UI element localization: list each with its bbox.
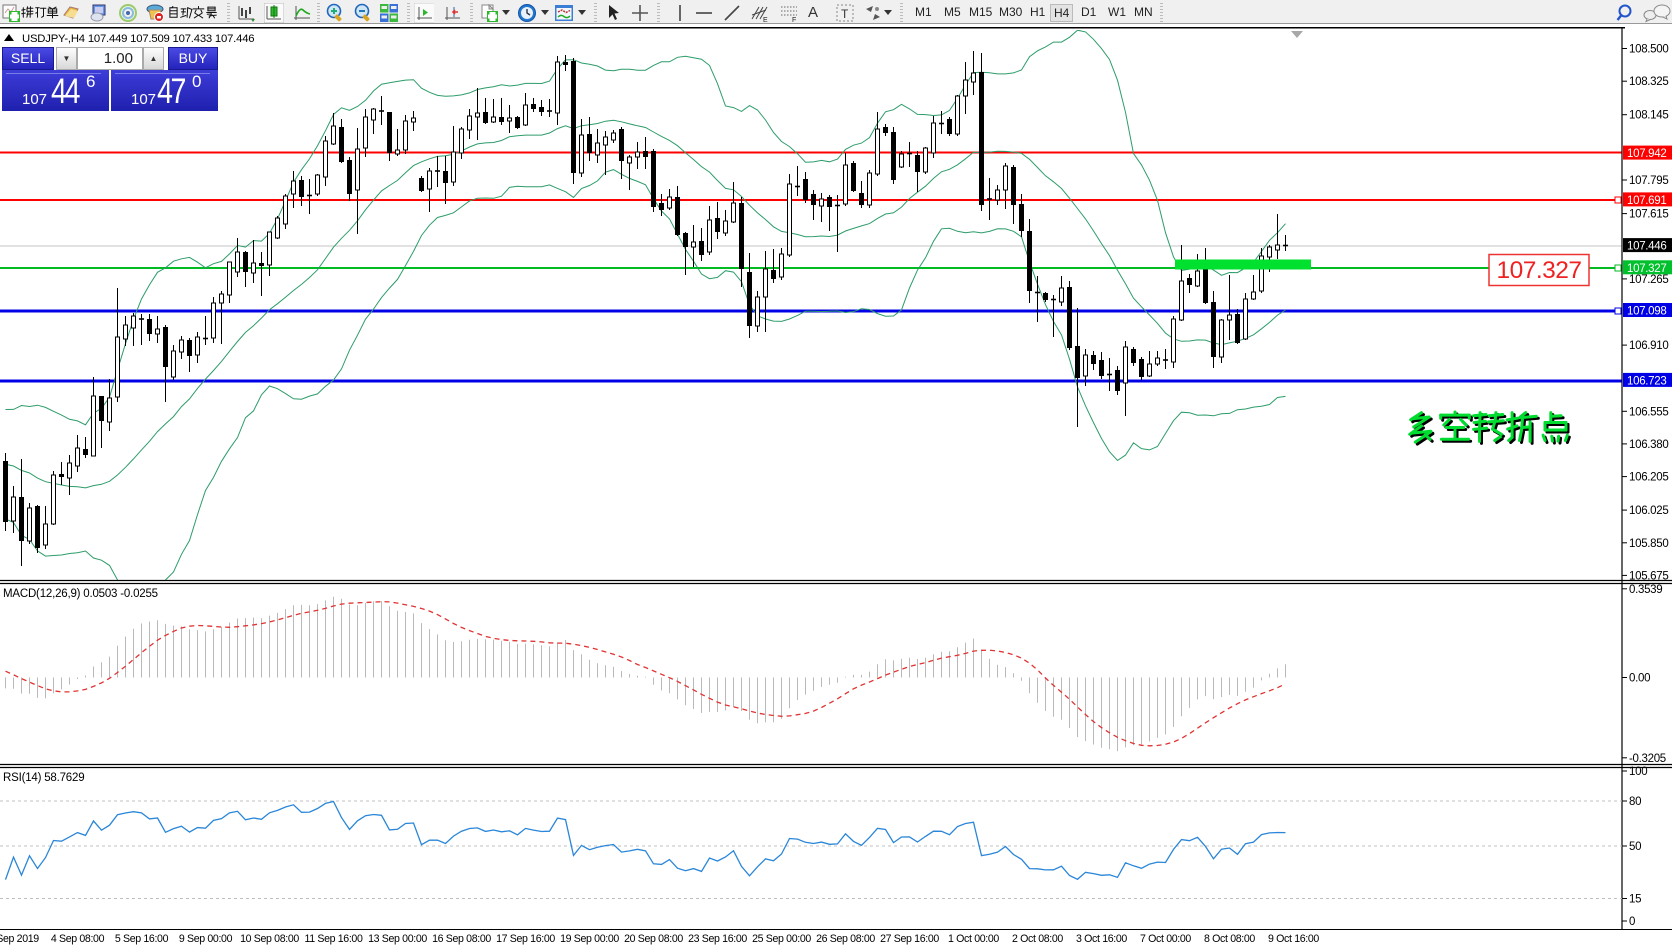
svg-text:15: 15: [1629, 894, 1641, 906]
svg-text:27 Sep 16:00: 27 Sep 16:00: [880, 933, 939, 945]
svg-text:107.098: 107.098: [1627, 306, 1666, 318]
svg-text:107.691: 107.691: [1627, 195, 1666, 207]
svg-text:USDJPY-,H4 107.449 107.509 10: USDJPY-,H4 107.449 107.509 107.433 107.4…: [22, 33, 254, 45]
svg-text:0.00: 0.00: [1629, 673, 1650, 685]
svg-text:108.325: 108.325: [1629, 76, 1668, 88]
svg-text:16 Sep 08:00: 16 Sep 08:00: [432, 933, 491, 945]
svg-text:106.910: 106.910: [1629, 340, 1668, 352]
svg-text:9 Oct 16:00: 9 Oct 16:00: [1268, 933, 1319, 945]
svg-text:26 Sep 08:00: 26 Sep 08:00: [816, 933, 875, 945]
svg-text:3 Sep 2019: 3 Sep 2019: [0, 933, 39, 945]
svg-text:106.205: 106.205: [1629, 472, 1668, 484]
svg-text:106.025: 106.025: [1629, 505, 1668, 517]
svg-text:F: F: [792, 17, 796, 23]
svg-text:100: 100: [1629, 766, 1647, 778]
svg-text:13 Sep 00:00: 13 Sep 00:00: [368, 933, 427, 945]
svg-text:107.327: 107.327: [1496, 257, 1581, 284]
svg-text:0.3539: 0.3539: [1629, 584, 1662, 596]
svg-text:107.446: 107.446: [1627, 241, 1666, 253]
svg-text:1 Oct 00:00: 1 Oct 00:00: [948, 933, 999, 945]
svg-text:108.500: 108.500: [1629, 44, 1668, 56]
svg-text:9 Sep 00:00: 9 Sep 00:00: [179, 933, 233, 945]
svg-text:80: 80: [1629, 796, 1641, 808]
svg-text:106.723: 106.723: [1627, 375, 1666, 387]
svg-text:MACD(12,26,9) 0.0503 -0.0255: MACD(12,26,9) 0.0503 -0.0255: [3, 588, 158, 600]
svg-text:107.942: 107.942: [1627, 148, 1666, 160]
svg-text:0: 0: [1629, 916, 1635, 928]
svg-text:50: 50: [1629, 841, 1641, 853]
svg-text:107.265: 107.265: [1629, 274, 1668, 286]
svg-text:3 Oct 16:00: 3 Oct 16:00: [1076, 933, 1127, 945]
svg-text:106.380: 106.380: [1629, 439, 1668, 451]
svg-text:10 Sep 08:00: 10 Sep 08:00: [240, 933, 299, 945]
svg-text:107.795: 107.795: [1629, 175, 1668, 187]
svg-text:7 Oct 00:00: 7 Oct 00:00: [1140, 933, 1191, 945]
svg-text:17 Sep 16:00: 17 Sep 16:00: [496, 933, 555, 945]
svg-text:106.555: 106.555: [1629, 406, 1668, 418]
svg-text:RSI(14) 58.7629: RSI(14) 58.7629: [3, 772, 84, 784]
svg-text:4 Sep 08:00: 4 Sep 08:00: [51, 933, 105, 945]
svg-text:108.145: 108.145: [1629, 110, 1668, 122]
svg-text:E: E: [763, 17, 768, 23]
svg-text:107.615: 107.615: [1629, 209, 1668, 221]
svg-text:105.850: 105.850: [1629, 538, 1668, 550]
svg-text:2 Oct 08:00: 2 Oct 08:00: [1012, 933, 1063, 945]
svg-text:107.327: 107.327: [1627, 263, 1666, 275]
svg-text:T: T: [841, 7, 849, 21]
svg-text:20 Sep 08:00: 20 Sep 08:00: [624, 933, 683, 945]
svg-text:23 Sep 16:00: 23 Sep 16:00: [688, 933, 747, 945]
svg-text:-0.3205: -0.3205: [1629, 753, 1666, 765]
svg-text:8 Oct 08:00: 8 Oct 08:00: [1204, 933, 1255, 945]
svg-text:5 Sep 16:00: 5 Sep 16:00: [115, 933, 169, 945]
svg-text:11 Sep 16:00: 11 Sep 16:00: [304, 933, 363, 945]
svg-text:19 Sep 00:00: 19 Sep 00:00: [560, 933, 619, 945]
svg-text:105.675: 105.675: [1629, 570, 1668, 582]
svg-text:25 Sep 00:00: 25 Sep 00:00: [752, 933, 811, 945]
